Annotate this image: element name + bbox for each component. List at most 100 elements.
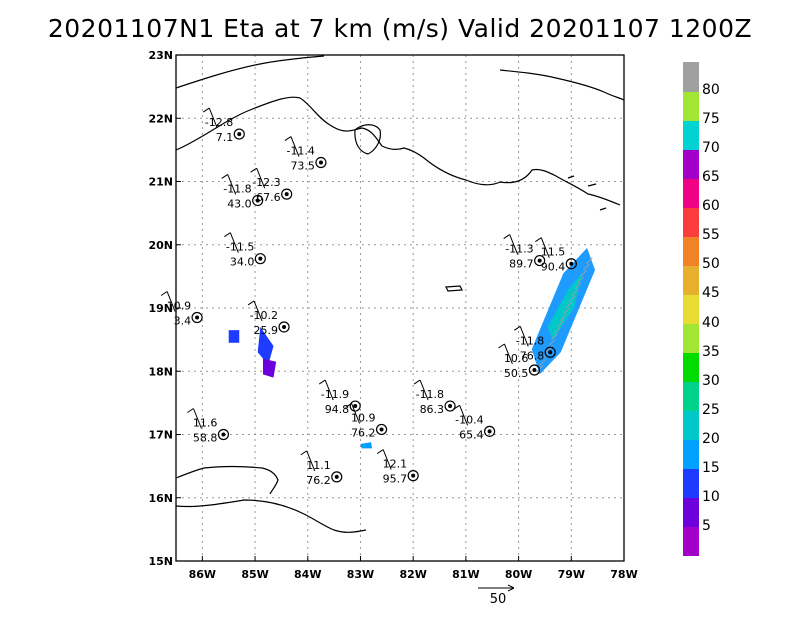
- color-scale-cell: [683, 207, 699, 237]
- lat-tick-label: 21N: [148, 176, 173, 189]
- station-dot: [411, 473, 416, 478]
- wind-barb-flag: [345, 403, 352, 408]
- station: -11.9 94.8: [318, 379, 361, 416]
- wind-barb-flag: [376, 449, 384, 455]
- station-dot: [448, 404, 453, 409]
- station-dot: [487, 429, 492, 434]
- station-circle: [233, 128, 245, 140]
- wind-barb-flag: [224, 232, 231, 238]
- station: -10.4 65.4: [453, 404, 496, 441]
- lat-lon-grid: [176, 54, 625, 562]
- station: -11.4 73.5: [284, 136, 327, 173]
- color-scale-label: 35: [702, 343, 720, 360]
- station: -11.8 76.8: [513, 325, 556, 362]
- vector-arrow: [583, 263, 590, 271]
- station-value: 58.8: [193, 432, 218, 445]
- color-scale-cell: [683, 120, 699, 150]
- wind-barb: [290, 136, 300, 157]
- station-value: 50.5: [504, 367, 529, 380]
- wind-barb-flag: [413, 379, 421, 385]
- lon-tick-label: 81W: [452, 568, 479, 581]
- station-value: 76.2: [351, 426, 376, 439]
- vector-arrow: [577, 276, 584, 284]
- color-scale-cell: [683, 294, 699, 325]
- lon-tick-label: 84W: [294, 568, 321, 581]
- color-scale-cell: [683, 149, 699, 179]
- wind-barb: [509, 234, 519, 255]
- scale-arrow: [478, 584, 515, 592]
- velocity-patch: [257, 326, 274, 365]
- color-scale-cell: [683, 352, 699, 383]
- station-temp: 11.5: [541, 246, 566, 259]
- wind-barb: [253, 300, 263, 322]
- station-value: 7.1: [216, 131, 234, 144]
- vector-arrow: [539, 358, 547, 366]
- lat-tick-label: 20N: [148, 239, 173, 252]
- station: -11.3 89.7: [503, 234, 546, 271]
- wind-barb: [419, 379, 429, 401]
- color-scale-cell: [683, 178, 699, 208]
- station-temp: 11.6: [193, 417, 218, 430]
- station-temp: 10.9: [167, 299, 192, 312]
- wind-barb-flag: [284, 136, 292, 141]
- color-scale-label: 40: [702, 314, 720, 331]
- station-circle: [565, 258, 577, 270]
- color-scale-label: 25: [702, 401, 720, 418]
- lon-tick-label: 79W: [558, 568, 585, 581]
- color-scale-cell: [683, 323, 699, 354]
- wind-barb: [229, 232, 239, 253]
- color-scale-cell: [683, 381, 699, 412]
- station-temp: -12.8: [205, 116, 233, 129]
- station-dot: [195, 315, 200, 320]
- station-value: 3.4: [174, 314, 192, 327]
- color-scale-label: 20: [702, 430, 720, 447]
- color-scale-label: 80: [702, 82, 720, 99]
- color-scale-label: 60: [702, 198, 720, 215]
- wind-barb: [382, 449, 392, 470]
- velocity-patch: [262, 358, 277, 378]
- velocity-vectors: [228, 247, 596, 449]
- station-circle: [252, 194, 264, 207]
- station-dot: [258, 256, 263, 261]
- wind-barb-flag: [247, 300, 255, 306]
- station: 10.9 76.2: [345, 403, 388, 439]
- wind-barb: [166, 291, 176, 312]
- lon-tick-label: 78W: [610, 568, 637, 581]
- wind-barb-flag: [318, 379, 326, 385]
- station-circle: [444, 400, 456, 412]
- color-scale-cell: [683, 468, 699, 499]
- color-scale-cell: [683, 236, 699, 266]
- cayman-small: [587, 183, 597, 187]
- station-temp: 10.6: [504, 352, 529, 365]
- color-scale-label: 5: [702, 517, 711, 534]
- vector-arrow: [554, 326, 561, 334]
- color-scale-bar: [683, 62, 699, 557]
- wind-barb: [503, 343, 513, 365]
- station-circle: [217, 428, 230, 441]
- lon-tick-label: 83W: [347, 568, 374, 581]
- lat-tick-label: 23N: [148, 49, 173, 62]
- lon-tick-label: 85W: [241, 568, 268, 581]
- station-circle: [544, 346, 556, 358]
- vector-arrow: [571, 288, 579, 296]
- wind-barb-flag: [535, 237, 542, 243]
- isle-of-youth: [354, 124, 381, 155]
- station-value: 73.5: [290, 160, 315, 173]
- station-temp: 11.1: [306, 459, 331, 472]
- station-temp: -10.2: [250, 309, 278, 322]
- lon-tick-label: 80W: [505, 568, 532, 581]
- station-temp: -11.8: [416, 388, 444, 401]
- cuba-north-east: [499, 69, 624, 101]
- station: -11.5 34.0: [224, 232, 266, 269]
- jamaica-cay: [599, 207, 607, 211]
- wind-barb-flag: [300, 450, 308, 456]
- color-scale-label: 45: [702, 285, 720, 302]
- vector-arrow: [551, 333, 558, 340]
- vector-arrow: [556, 320, 564, 328]
- color-scale-label: 65: [702, 169, 720, 186]
- vector-arrow: [536, 364, 544, 372]
- station: 11.1 76.2: [300, 450, 343, 487]
- color-scale-label: 55: [702, 227, 720, 244]
- color-scale-cell: [683, 439, 699, 470]
- station-circle: [278, 321, 290, 333]
